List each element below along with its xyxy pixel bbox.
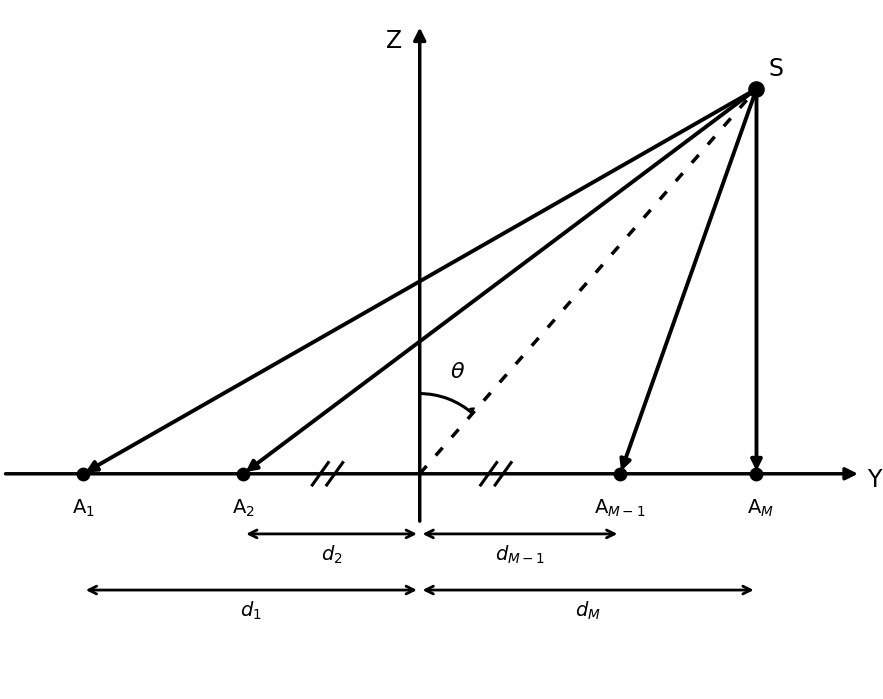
Text: S: S (768, 57, 783, 81)
Text: $d_M$: $d_M$ (575, 600, 601, 622)
Text: $d_1$: $d_1$ (240, 600, 262, 622)
Text: $d_2$: $d_2$ (321, 544, 343, 566)
Point (237, 468, 251, 480)
Point (750, 468, 764, 480)
Text: $d_{M-1}$: $d_{M-1}$ (494, 544, 545, 566)
Text: A$_2$: A$_2$ (232, 498, 254, 519)
Point (76, 468, 90, 480)
Text: A$_{M-1}$: A$_{M-1}$ (594, 498, 645, 519)
Text: A$_M$: A$_M$ (747, 498, 774, 519)
Text: Y: Y (867, 468, 881, 492)
Point (613, 468, 627, 480)
Text: Z: Z (386, 29, 402, 52)
Text: $\theta$: $\theta$ (450, 363, 465, 382)
Point (750, 83, 764, 94)
Text: A$_1$: A$_1$ (72, 498, 94, 519)
